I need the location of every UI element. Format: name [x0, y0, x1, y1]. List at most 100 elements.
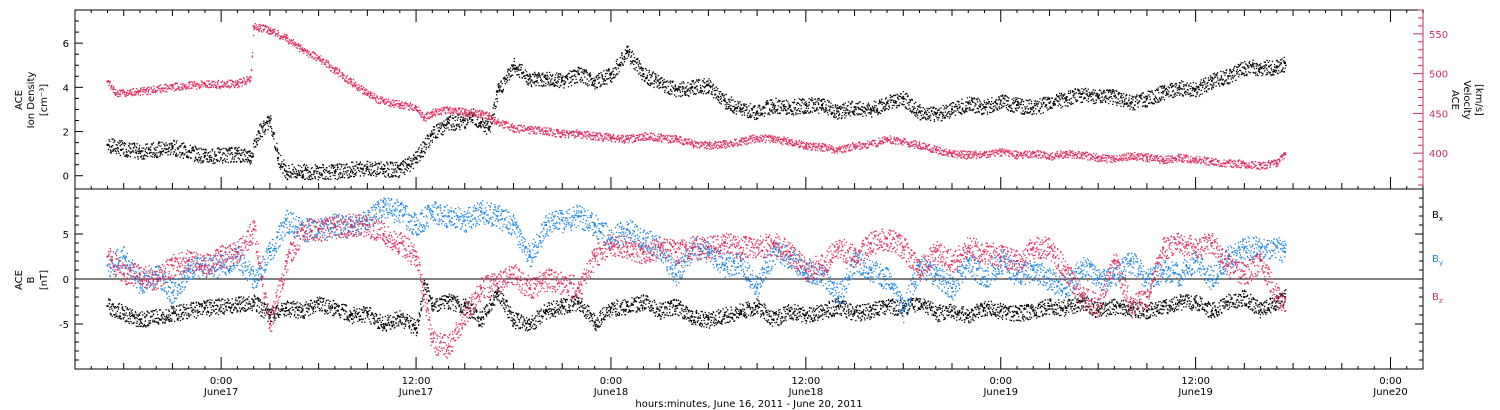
density-data-point — [415, 157, 418, 160]
velocity-data-point — [203, 82, 206, 85]
top-data-points — [106, 23, 1287, 181]
by-data-point — [285, 219, 288, 222]
x-axis: 0:00June1712:00June170:00June1812:00June… — [74, 10, 1424, 398]
density-data-point — [496, 90, 499, 93]
bz-data-point — [739, 246, 742, 249]
bx-data-point — [1259, 309, 1262, 312]
bz-data-point — [1194, 246, 1197, 249]
b-tick-label: -5 — [59, 320, 69, 331]
bx-data-point — [674, 305, 677, 307]
velocity-data-point — [415, 106, 418, 109]
density-scatter-cloud — [107, 45, 1287, 181]
velocity-data-point — [1015, 153, 1018, 156]
bz-data-point — [983, 251, 986, 253]
by-data-point — [902, 309, 905, 312]
by-data-point — [983, 278, 986, 280]
velocity-data-point — [1243, 162, 1246, 165]
velocity-data-point — [934, 148, 937, 151]
bz-data-point — [155, 278, 158, 280]
velocity-data-point — [691, 141, 694, 144]
bx-data-point — [317, 303, 320, 306]
bz-data-point — [1275, 296, 1278, 298]
velocity-series — [106, 23, 1287, 171]
bx-data-point — [431, 305, 434, 307]
by-data-point — [366, 219, 369, 222]
velocity-data-point — [1283, 152, 1286, 155]
bz-data-point — [918, 269, 921, 271]
by-data-point — [187, 269, 190, 271]
density-data-point — [236, 152, 239, 155]
bz-data-point — [1048, 246, 1051, 249]
bz-data-point — [1283, 300, 1286, 303]
bx-data-point — [983, 306, 986, 309]
bz-data-point — [788, 251, 791, 253]
by-data-point — [528, 255, 531, 258]
velocity-data-point — [398, 102, 401, 105]
density-data-point — [626, 50, 629, 53]
b-axis-label-2: B — [26, 276, 37, 283]
velocity-data-point — [301, 48, 304, 51]
bx-data-point — [106, 305, 109, 307]
x-tick-time-label: 0:00 — [990, 376, 1012, 387]
by-data-point — [739, 260, 742, 262]
density-tick-label: 0 — [63, 172, 69, 183]
bz-data-point — [951, 260, 954, 262]
bx-data-point — [1113, 305, 1116, 307]
bx-scatter-cloud — [108, 279, 1287, 337]
velocity-tick-label: 450 — [1429, 109, 1448, 120]
bx-data-point — [609, 306, 612, 309]
bz-data-point — [674, 251, 677, 253]
velocity-data-point — [431, 110, 434, 113]
x-axis-label: hours:minutes, June 16, 2011 - June 20, … — [635, 399, 862, 410]
density-data-point — [983, 106, 986, 109]
velocity-data-point — [544, 129, 547, 132]
bx-series — [106, 279, 1287, 337]
bx-data-point — [528, 323, 531, 325]
bz-data-point — [415, 255, 418, 258]
velocity-data-point — [423, 116, 426, 119]
velocity-data-point — [480, 112, 483, 115]
bz-series — [106, 213, 1287, 359]
bz-data-point — [853, 255, 856, 258]
velocity-data-point — [951, 152, 954, 155]
velocity-data-point — [967, 153, 970, 156]
bx-data-point — [593, 321, 596, 324]
by-data-point — [674, 273, 677, 276]
bx-data-point — [1015, 312, 1018, 315]
density-data-point — [853, 106, 856, 109]
by-data-point — [236, 255, 239, 258]
density-tick-label: 4 — [63, 83, 69, 94]
bz-data-point — [561, 282, 564, 285]
b-axis-label-1: ACE — [14, 270, 25, 290]
by-data-point — [772, 251, 775, 253]
b-legend: Bx By Bz — [1432, 210, 1443, 305]
density-data-point — [1097, 95, 1100, 98]
bz-data-point — [577, 287, 580, 289]
bz-data-point — [1113, 260, 1116, 262]
velocity-axis-label-3: [km/s] — [1473, 84, 1484, 116]
density-data-point — [463, 119, 466, 122]
legend-bz: Bz — [1432, 292, 1443, 305]
velocity-data-point — [756, 136, 759, 139]
b-tick-label: 5 — [63, 230, 69, 241]
bx-data-point — [236, 303, 239, 306]
density-data-point — [658, 81, 661, 84]
bx-data-point — [853, 312, 856, 315]
velocity-data-point — [1178, 156, 1181, 159]
bz-data-point — [480, 287, 483, 289]
x-tick-date-label: June18 — [788, 387, 824, 398]
x-tick-date-label: June18 — [593, 387, 629, 398]
velocity-tick-label: 550 — [1429, 30, 1448, 41]
bz-data-point — [593, 255, 596, 258]
density-data-point — [577, 73, 580, 76]
density-data-point — [561, 79, 564, 82]
bx-data-point — [544, 309, 547, 312]
by-data-point — [350, 225, 353, 228]
by-data-point — [155, 273, 158, 276]
by-data-point — [1129, 260, 1132, 262]
x-tick-time-label: 0:00 — [210, 376, 232, 387]
velocity-data-point — [804, 144, 807, 147]
velocity-data-point — [333, 68, 336, 71]
bz-data-point — [366, 224, 369, 226]
